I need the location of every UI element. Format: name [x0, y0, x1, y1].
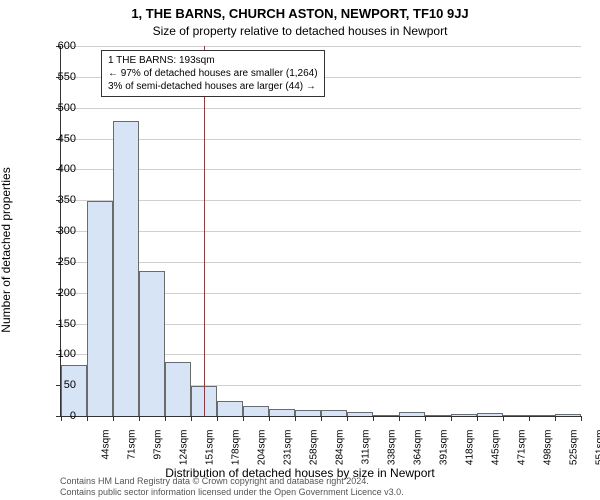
x-tick — [425, 416, 426, 421]
x-tick-label: 204sqm — [257, 430, 268, 480]
y-tick-label: 50 — [36, 379, 76, 391]
x-tick-label: 551sqm — [595, 430, 600, 480]
y-tick-label: 250 — [36, 256, 76, 268]
x-tick-label: 284sqm — [335, 430, 346, 480]
y-tick-label: 550 — [36, 71, 76, 83]
x-tick-label: 391sqm — [439, 430, 450, 480]
histogram-bar — [373, 415, 399, 416]
histogram-bar — [451, 414, 477, 416]
x-tick-label: 151sqm — [205, 430, 216, 480]
y-tick-label: 400 — [36, 163, 76, 175]
gridline — [61, 108, 581, 109]
y-tick-label: 100 — [36, 348, 76, 360]
chart-subtitle: Size of property relative to detached ho… — [0, 24, 600, 38]
x-tick — [243, 416, 244, 421]
y-tick-label: 350 — [36, 194, 76, 206]
x-tick — [399, 416, 400, 421]
x-tick — [87, 416, 88, 421]
y-tick-label: 450 — [36, 133, 76, 145]
histogram-bar — [425, 415, 451, 416]
x-tick-label: 338sqm — [387, 430, 398, 480]
x-tick-label: 231sqm — [283, 430, 294, 480]
x-tick — [555, 416, 556, 421]
x-tick-label: 178sqm — [231, 430, 242, 480]
x-tick — [581, 416, 582, 421]
chart-container: 1, THE BARNS, CHURCH ASTON, NEWPORT, TF1… — [0, 0, 600, 500]
histogram-bar — [399, 412, 425, 416]
x-tick-label: 71sqm — [127, 430, 138, 480]
y-tick-label: 300 — [36, 225, 76, 237]
x-tick — [321, 416, 322, 421]
y-tick-label: 150 — [36, 318, 76, 330]
x-tick — [191, 416, 192, 421]
y-tick-label: 200 — [36, 287, 76, 299]
x-tick — [295, 416, 296, 421]
y-axis-label: Number of detached properties — [0, 167, 13, 332]
histogram-bar — [217, 401, 243, 416]
histogram-bar — [529, 415, 555, 416]
plot-area: 1 THE BARNS: 193sqm← 97% of detached hou… — [60, 46, 581, 417]
histogram-bar — [87, 201, 113, 416]
histogram-bar — [555, 414, 581, 416]
histogram-bar — [321, 410, 347, 416]
y-tick-label: 600 — [36, 40, 76, 52]
annotation-line-1: 1 THE BARNS: 193sqm — [108, 54, 318, 67]
x-tick-label: 124sqm — [179, 430, 190, 480]
gridline — [61, 200, 581, 201]
x-tick — [113, 416, 114, 421]
x-tick-label: 364sqm — [413, 430, 424, 480]
histogram-bar — [477, 413, 503, 416]
x-tick — [373, 416, 374, 421]
x-tick — [451, 416, 452, 421]
x-tick-label: 418sqm — [465, 430, 476, 480]
histogram-bar — [503, 415, 529, 416]
annotation-box: 1 THE BARNS: 193sqm← 97% of detached hou… — [101, 50, 325, 97]
footer-line-2: Contains public sector information licen… — [60, 487, 404, 498]
x-tick-label: 498sqm — [543, 430, 554, 480]
histogram-bar — [165, 362, 191, 416]
x-tick-label: 311sqm — [361, 430, 372, 480]
x-tick — [347, 416, 348, 421]
x-tick — [217, 416, 218, 421]
histogram-bar — [295, 410, 321, 416]
gridline — [61, 231, 581, 232]
x-tick-label: 445sqm — [491, 430, 502, 480]
gridline — [61, 46, 581, 47]
x-tick — [477, 416, 478, 421]
chart-title: 1, THE BARNS, CHURCH ASTON, NEWPORT, TF1… — [0, 6, 600, 21]
marker-line — [204, 46, 205, 416]
x-tick — [503, 416, 504, 421]
annotation-line-3: 3% of semi-detached houses are larger (4… — [108, 80, 318, 93]
x-tick-label: 525sqm — [569, 430, 580, 480]
histogram-bar — [113, 121, 139, 416]
gridline — [61, 139, 581, 140]
annotation-line-2: ← 97% of detached houses are smaller (1,… — [108, 67, 318, 80]
x-tick — [165, 416, 166, 421]
footer-credits: Contains HM Land Registry data © Crown c… — [60, 476, 404, 498]
x-tick — [139, 416, 140, 421]
histogram-bar — [347, 412, 373, 416]
x-tick — [269, 416, 270, 421]
x-tick-label: 471sqm — [517, 430, 528, 480]
x-tick-label: 258sqm — [309, 430, 320, 480]
histogram-bar — [139, 271, 165, 416]
y-tick-label: 500 — [36, 102, 76, 114]
x-tick-label: 97sqm — [153, 430, 164, 480]
histogram-bar — [243, 406, 269, 416]
x-tick — [529, 416, 530, 421]
gridline — [61, 169, 581, 170]
gridline — [61, 262, 581, 263]
y-tick-label: 0 — [36, 410, 76, 422]
x-tick-label: 44sqm — [101, 430, 112, 480]
histogram-bar — [269, 409, 295, 416]
